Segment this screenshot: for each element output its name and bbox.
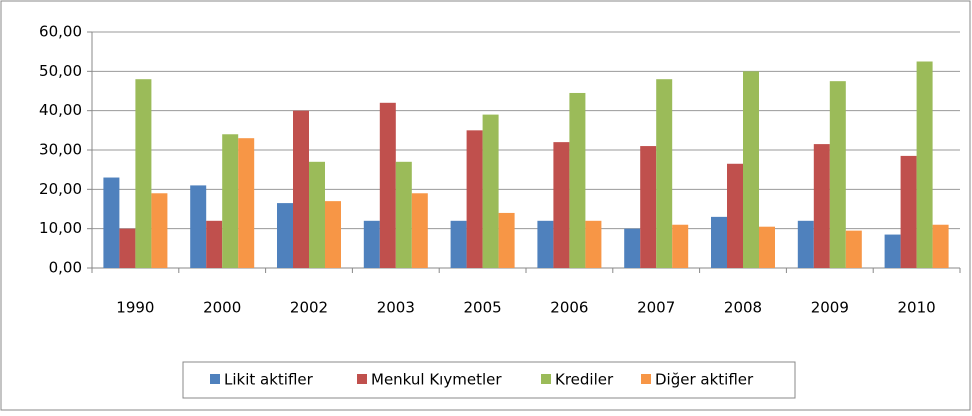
bar	[190, 185, 207, 268]
bar	[656, 79, 673, 268]
bar	[222, 134, 239, 268]
bar	[450, 220, 467, 268]
bar	[135, 79, 152, 268]
bar	[672, 224, 689, 268]
bar	[537, 220, 554, 268]
x-tick-label: 2006	[550, 299, 588, 317]
bar	[727, 163, 743, 268]
bar	[277, 203, 293, 268]
x-tick-label: 2009	[811, 299, 849, 317]
x-tick-label: 2003	[377, 299, 415, 317]
bar	[206, 220, 223, 268]
y-tick-label: 30,00	[39, 141, 82, 159]
bar	[553, 142, 570, 268]
bar	[711, 216, 727, 268]
legend-swatch	[210, 374, 220, 384]
bar	[845, 230, 862, 268]
bar	[395, 161, 412, 268]
bar	[103, 177, 120, 268]
legend-swatch	[641, 374, 651, 384]
bar	[743, 71, 759, 268]
x-tick-label: 2010	[898, 299, 936, 317]
bar	[569, 92, 586, 268]
x-tick-label: 2007	[637, 299, 675, 317]
bar	[151, 193, 168, 268]
x-tick-label: 2000	[203, 299, 241, 317]
bar	[916, 61, 933, 268]
y-tick-label: 10,00	[39, 219, 82, 237]
x-tick-label: 2005	[464, 299, 502, 317]
x-tick-label: 1990	[116, 299, 154, 317]
bar	[624, 228, 641, 268]
bar	[379, 102, 396, 268]
bar	[482, 114, 499, 268]
legend-label: Menkul Kıymetler	[371, 371, 502, 389]
bar	[585, 220, 602, 268]
y-tick-label: 20,00	[39, 180, 82, 198]
bar	[363, 220, 380, 268]
legend-label: Likit aktifler	[224, 371, 314, 389]
x-tick-label: 2002	[290, 299, 328, 317]
bar	[813, 144, 830, 268]
legend-box	[182, 361, 796, 399]
bar	[238, 138, 255, 268]
x-tick-label: 2008	[724, 299, 762, 317]
bar	[293, 110, 309, 269]
bar	[829, 81, 846, 269]
bar	[325, 201, 341, 268]
bar	[759, 226, 775, 268]
legend-label: Diğer aktifler	[655, 371, 754, 389]
bar	[884, 234, 901, 268]
y-tick-label: 50,00	[39, 62, 82, 80]
y-tick-label: 0,00	[49, 259, 82, 277]
y-tick-label: 60,00	[39, 23, 82, 41]
y-tick-label: 40,00	[39, 101, 82, 119]
bar	[900, 155, 917, 268]
legend-label: Krediler	[555, 371, 614, 389]
bar	[498, 212, 515, 268]
bar	[466, 130, 483, 268]
bar	[640, 146, 657, 268]
bar	[932, 224, 949, 268]
bar	[309, 161, 325, 268]
bar	[411, 193, 428, 268]
legend-swatch	[357, 374, 367, 384]
bar	[797, 220, 814, 268]
legend-swatch	[541, 374, 551, 384]
bar	[119, 228, 136, 268]
